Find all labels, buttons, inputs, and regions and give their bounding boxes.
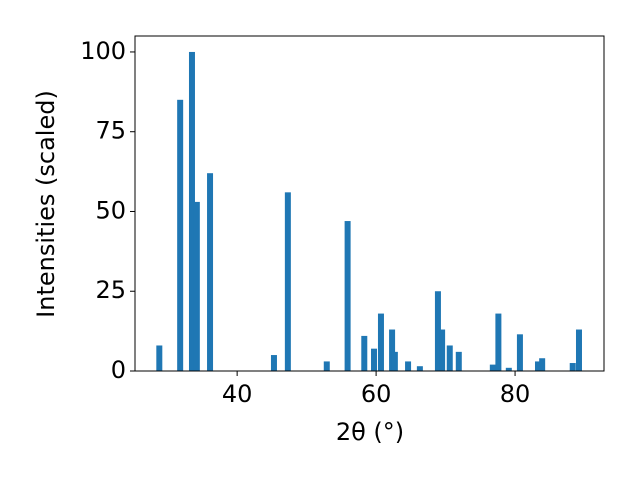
y-tick-label: 0	[111, 356, 126, 384]
bar	[439, 329, 446, 371]
bar	[377, 313, 384, 371]
bar	[569, 363, 576, 371]
y-tick-label: 75	[95, 117, 126, 145]
bar	[505, 367, 512, 371]
bar	[323, 361, 330, 371]
bar	[284, 192, 291, 371]
bar	[391, 351, 398, 371]
bar	[534, 361, 541, 371]
bar	[434, 291, 441, 371]
x-axis-label: 2θ (°)	[336, 418, 404, 446]
bar	[539, 358, 546, 371]
bar	[207, 173, 214, 371]
y-tick-label: 25	[95, 276, 126, 304]
bar	[371, 348, 378, 371]
bar	[489, 364, 496, 371]
x-tick-label: 60	[361, 380, 392, 408]
plot-frame	[134, 35, 605, 372]
bar	[270, 355, 277, 371]
bar	[516, 334, 523, 371]
bar	[193, 201, 200, 371]
bar	[405, 361, 412, 371]
y-axis-label: Intensities (scaled)	[32, 90, 60, 318]
bar	[446, 345, 453, 371]
bar	[495, 313, 502, 371]
bar	[361, 335, 368, 371]
bar	[575, 329, 582, 371]
x-tick-label: 40	[222, 380, 253, 408]
bar	[455, 351, 462, 371]
bar	[156, 345, 163, 371]
bar	[177, 99, 184, 372]
bar	[188, 51, 195, 371]
bar	[416, 366, 423, 371]
bar	[344, 221, 351, 371]
bar	[389, 329, 396, 371]
y-tick-label: 100	[80, 37, 126, 65]
x-tick-label: 80	[500, 380, 531, 408]
y-tick-label: 50	[95, 196, 126, 224]
